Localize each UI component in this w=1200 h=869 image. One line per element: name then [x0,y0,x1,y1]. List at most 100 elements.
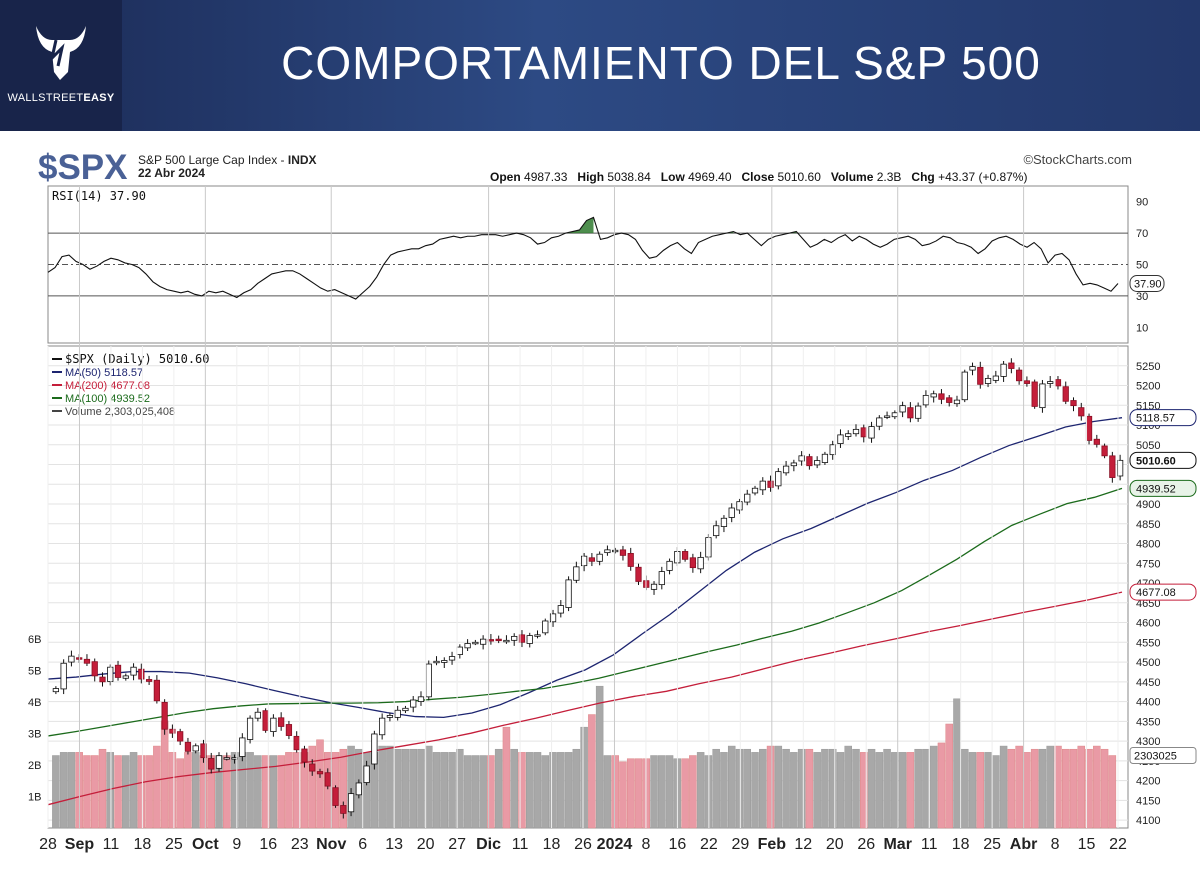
volume-bar [611,755,619,829]
source-credit[interactable]: ©StockCharts.com [1023,152,1132,167]
candle-body [720,517,728,527]
price-tick-label: 4650 [1136,598,1160,610]
candle-body [208,758,215,770]
candle-body [588,557,596,562]
price-tick-label: 4800 [1136,539,1160,551]
volume-bar [790,752,798,829]
volume-bar [1108,755,1117,829]
candle-body [324,772,331,787]
ohlc-label: Volume [831,170,877,184]
candle-body [580,555,588,567]
candle-body [969,366,976,371]
volume-bar [945,723,953,829]
candle-body [961,371,968,401]
candle-body [161,701,168,730]
candle-body [301,748,308,763]
x-tick-label: 22 [1109,836,1127,853]
x-tick-label: 15 [1078,836,1096,853]
rsi-tick-label: 30 [1136,291,1148,303]
volume-bar [712,748,720,829]
x-tick-label: Mar [883,836,911,853]
volume-bar [487,755,495,829]
volume-bar [285,752,293,829]
x-tick-label: 18 [543,836,561,853]
candle-body [814,460,821,466]
candle-body [285,724,293,736]
volume-bar [160,720,169,829]
price-badge [1129,409,1197,427]
candle-body [379,717,386,736]
candle-body [1039,383,1046,409]
ohlc-value: 4987.33 [524,170,568,184]
candle-body [845,433,852,437]
x-tick-label: 26 [574,836,592,853]
legend-entry: MA(100) 4939.52 [65,393,150,405]
volume-bar [860,752,868,829]
rsi-tick-label: 70 [1136,228,1148,240]
x-axis: 28 Sep 11 18 25 Oct 9 16 23 Nov 6 13 20 27 Dic 11 18 26 20… [39,186,1127,853]
price-tick-label: 4200 [1136,776,1160,788]
volume-bar [238,752,247,829]
volume-bar [922,748,930,829]
x-tick-label: 8 [641,836,650,853]
candle-body [410,699,417,708]
rsi-legend: RSI(14) 37.90 [52,189,146,203]
x-tick-label: 23 [291,836,309,853]
candle-body [278,717,285,727]
x-tick-label: Nov [316,836,346,853]
ohlc-value: 2.3B [877,170,902,184]
ohlc-value: 4969.40 [688,170,732,184]
volume-bar [1015,745,1023,829]
x-tick-label: 25 [165,836,183,853]
volume-bar [751,752,759,829]
banner: WALLSTREETEASY COMPORTAMIENTO DEL S&P 50… [0,0,1200,131]
x-tick-label: 16 [259,836,277,853]
volume-bar [766,745,775,829]
x-tick-label: 13 [385,836,403,853]
volume-bar [1038,748,1047,829]
price-badge [1129,583,1197,601]
volume-tick-label: 2B [28,760,41,772]
candle-body [441,660,448,663]
volume-bar [844,745,852,829]
volume-tick-label: 6B [28,634,41,646]
legend-entry: MA(200) 4677.08 [65,380,150,392]
candle-body [340,805,347,814]
candle-body [1023,380,1031,384]
volume-bar [502,726,511,829]
candle-body [371,733,378,765]
candle-body [604,549,611,554]
volume-bar [782,748,790,829]
volume-bar [339,748,348,829]
candle-body [1085,415,1093,441]
legend-entry: MA(50) 5118.57 [65,367,143,379]
volume-bar [735,748,744,829]
x-tick-label: 18 [134,836,152,853]
candle-body [83,658,91,664]
volume-bar [83,755,91,829]
volume-bar [1023,752,1031,829]
logo[interactable]: WALLSTREETEASY [0,0,122,131]
price-tick-label: 4750 [1136,558,1160,570]
candle-body [472,641,479,645]
ohlc-value: +43.37 (+0.87%) [938,170,1027,184]
rsi-frame [47,185,1129,344]
x-tick-label: 8 [1051,836,1060,853]
x-tick-label: 20 [417,836,435,853]
volume-bar [1061,748,1070,829]
volume-bar [929,745,938,829]
x-tick-label: 27 [448,836,466,853]
candle-body [1109,455,1116,478]
candle-body [829,444,836,456]
price-tick-label: 4300 [1136,736,1160,748]
candle-body [767,480,774,488]
candle-body [262,710,269,731]
candle-body [635,566,642,582]
logo-text: WALLSTREETEASY [0,92,122,104]
candle-body [52,688,60,693]
volume-bar [1085,748,1093,829]
candle-body [806,456,813,467]
candle-body [1116,459,1124,477]
volume-bar [269,755,278,829]
candle-body [402,707,409,712]
